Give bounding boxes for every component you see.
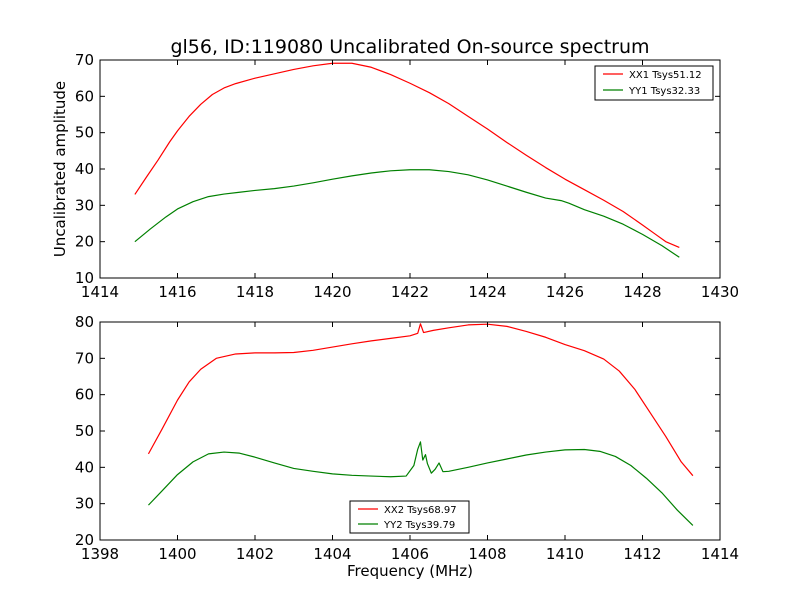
bottom-y-tick-label: 60 [75,386,94,404]
bottom-x-tick-label: 1400 [158,545,196,563]
top-x-tick-label: 1426 [546,283,584,301]
bottom-series-line-2 [148,441,694,526]
top-x-tick-label: 1424 [468,283,506,301]
bottom-y-tick-label: 40 [75,458,94,476]
bottom-y-tick-label: 50 [75,422,94,440]
top-y-tick-label: 10 [75,269,94,287]
top-y-tick-label: 30 [75,196,94,214]
top-x-tick-label: 1422 [391,283,429,301]
top-x-tick-label: 1420 [313,283,351,301]
legend-label-yy2: YY2 Tsys39.79 [383,520,455,531]
bottom-legend-box [349,500,470,534]
bottom-x-tick-label: 1414 [701,545,739,563]
bottom-plot-area [147,323,694,526]
top-y-tick-label: 50 [75,124,94,142]
bottom-x-tick-label: 1408 [468,545,506,563]
chart-title: gl56, ID:119080 Uncalibrated On-source s… [170,36,649,58]
top-legend-box [594,65,714,101]
top-plot-area [134,62,680,258]
bottom-y-tick-label: 30 [75,495,94,513]
top-x-tick-label: 1414 [81,283,119,301]
bottom-ticks-group: 1398 1400 1402 1404 1406 1408 1410 1412 1414 20 30… [75,313,739,563]
bottom-x-tick-label: 1404 [313,545,351,563]
x-axis-label: Frequency (MHz) [347,562,473,580]
bottom-x-tick-label: 1402 [236,545,274,563]
top-series-line-1 [134,62,680,249]
bottom-y-tick-label: 20 [75,531,94,549]
bottom-plot: 1398 1400 1402 1404 1406 1408 1410 1412 1414 20 30… [75,313,739,580]
bottom-x-tick-label: 1406 [391,545,429,563]
top-x-tick-label: 1416 [158,283,196,301]
legend-label-xx1: XX1 Tsys51.12 [629,70,702,81]
bottom-series-group [147,323,694,526]
top-plot: gl56, ID:119080 Uncalibrated On-source s… [51,36,739,301]
top-y-tick-label: 20 [75,233,94,251]
bottom-x-tick-label: 1412 [623,545,661,563]
top-y-axis-label: Uncalibrated amplitude [51,81,69,257]
top-x-tick-label: 1430 [701,283,739,301]
top-x-tick-label: 1418 [236,283,274,301]
top-y-tick-label: 60 [75,87,94,105]
bottom-x-tick-label: 1410 [546,545,584,563]
legend-label-yy1: YY1 Tsys32.33 [628,86,700,97]
bottom-legend: XX2 Tsys68.97 YY2 Tsys39.79 [349,500,470,534]
top-y-tick-label: 70 [75,51,94,69]
top-ticks-group: 1414 1416 1418 1420 1422 1424 1426 1428 1430 10 20… [75,51,739,301]
top-x-tick-label: 1428 [623,283,661,301]
bottom-y-tick-label: 70 [75,349,94,367]
top-series-line-2 [134,169,680,258]
top-y-tick-label: 40 [75,160,94,178]
bottom-series-line-1 [147,323,694,477]
top-legend: XX1 Tsys51.12 YY1 Tsys32.33 [594,65,714,101]
top-series-group [134,62,680,258]
bottom-x-tick-label: 1398 [81,545,119,563]
bottom-y-tick-label: 80 [75,313,94,331]
legend-label-xx2: XX2 Tsys68.97 [384,505,457,516]
